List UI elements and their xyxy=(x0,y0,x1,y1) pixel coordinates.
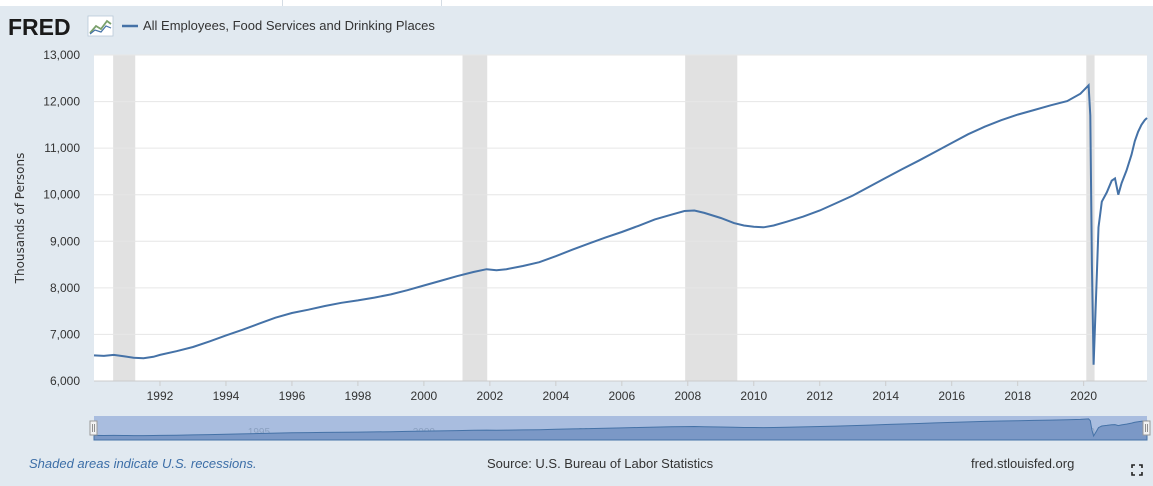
fullscreen-icon[interactable] xyxy=(1131,464,1143,476)
site-link[interactable]: fred.stlouisfed.org xyxy=(971,456,1075,471)
navigator-handle-left[interactable] xyxy=(89,420,98,436)
navigator-label: 1995 xyxy=(248,427,271,438)
navigator-series-area xyxy=(93,418,1148,441)
x-tick-label: 2018 xyxy=(1004,389,1031,403)
recession-band xyxy=(113,55,136,381)
recession-band xyxy=(685,55,738,381)
x-tick-label: 2008 xyxy=(674,389,701,403)
recession-band xyxy=(462,55,488,381)
y-axis-ticks: 6,000 7,000 8,000 9,000 10,000 11,000 12,000 13… xyxy=(43,48,80,388)
y-axis-title: Thousands of Persons xyxy=(13,153,27,285)
x-tick-label: 2016 xyxy=(938,389,965,403)
x-tick-label: 2014 xyxy=(872,389,899,403)
y-tick-label: 7,000 xyxy=(50,327,80,341)
y-tick-label: 13,000 xyxy=(43,48,80,62)
recession-note: Shaded areas indicate U.S. recessions. xyxy=(29,456,257,471)
chart-legend[interactable]: All Employees, Food Services and Drinkin… xyxy=(122,18,435,33)
navigator-handle-right[interactable] xyxy=(1142,420,1151,436)
y-tick-label: 6,000 xyxy=(50,374,80,388)
x-tick-label: 2002 xyxy=(477,389,504,403)
x-tick-label: 2004 xyxy=(542,389,569,403)
top-tab-segment xyxy=(283,0,442,6)
plot-area xyxy=(94,55,1147,381)
range-navigator[interactable]: 199520002005201020152020 xyxy=(89,416,1151,441)
series-line[interactable] xyxy=(93,82,1148,365)
fred-logo-text: FRED xyxy=(8,14,71,40)
x-tick-label: 2010 xyxy=(740,389,767,403)
x-axis-ticks: 1992 1994 1996 1998 2000 2002 2004 2006 2008 2010… xyxy=(94,380,1147,403)
x-tick-label: 2012 xyxy=(806,389,833,403)
y-tick-label: 10,000 xyxy=(43,188,80,202)
source-note: Source: U.S. Bureau of Labor Statistics xyxy=(487,456,714,471)
y-tick-label: 9,000 xyxy=(50,234,80,248)
legend-label: All Employees, Food Services and Drinkin… xyxy=(143,18,435,33)
x-tick-label: 2000 xyxy=(411,389,438,403)
x-tick-label: 2020 xyxy=(1070,389,1097,403)
x-tick-label: 2006 xyxy=(608,389,635,403)
chart-line-icon xyxy=(87,15,114,37)
x-tick-label: 1994 xyxy=(213,389,240,403)
x-tick-label: 1992 xyxy=(147,389,174,403)
x-tick-label: 1998 xyxy=(345,389,372,403)
y-tick-label: 12,000 xyxy=(43,95,80,109)
top-tab-strip xyxy=(0,0,1153,6)
y-tick-label: 8,000 xyxy=(50,281,80,295)
x-tick-label: 1996 xyxy=(279,389,306,403)
y-tick-label: 11,000 xyxy=(44,141,80,155)
top-tab-segment xyxy=(0,0,283,6)
fred-logo[interactable]: FRED xyxy=(8,14,114,40)
